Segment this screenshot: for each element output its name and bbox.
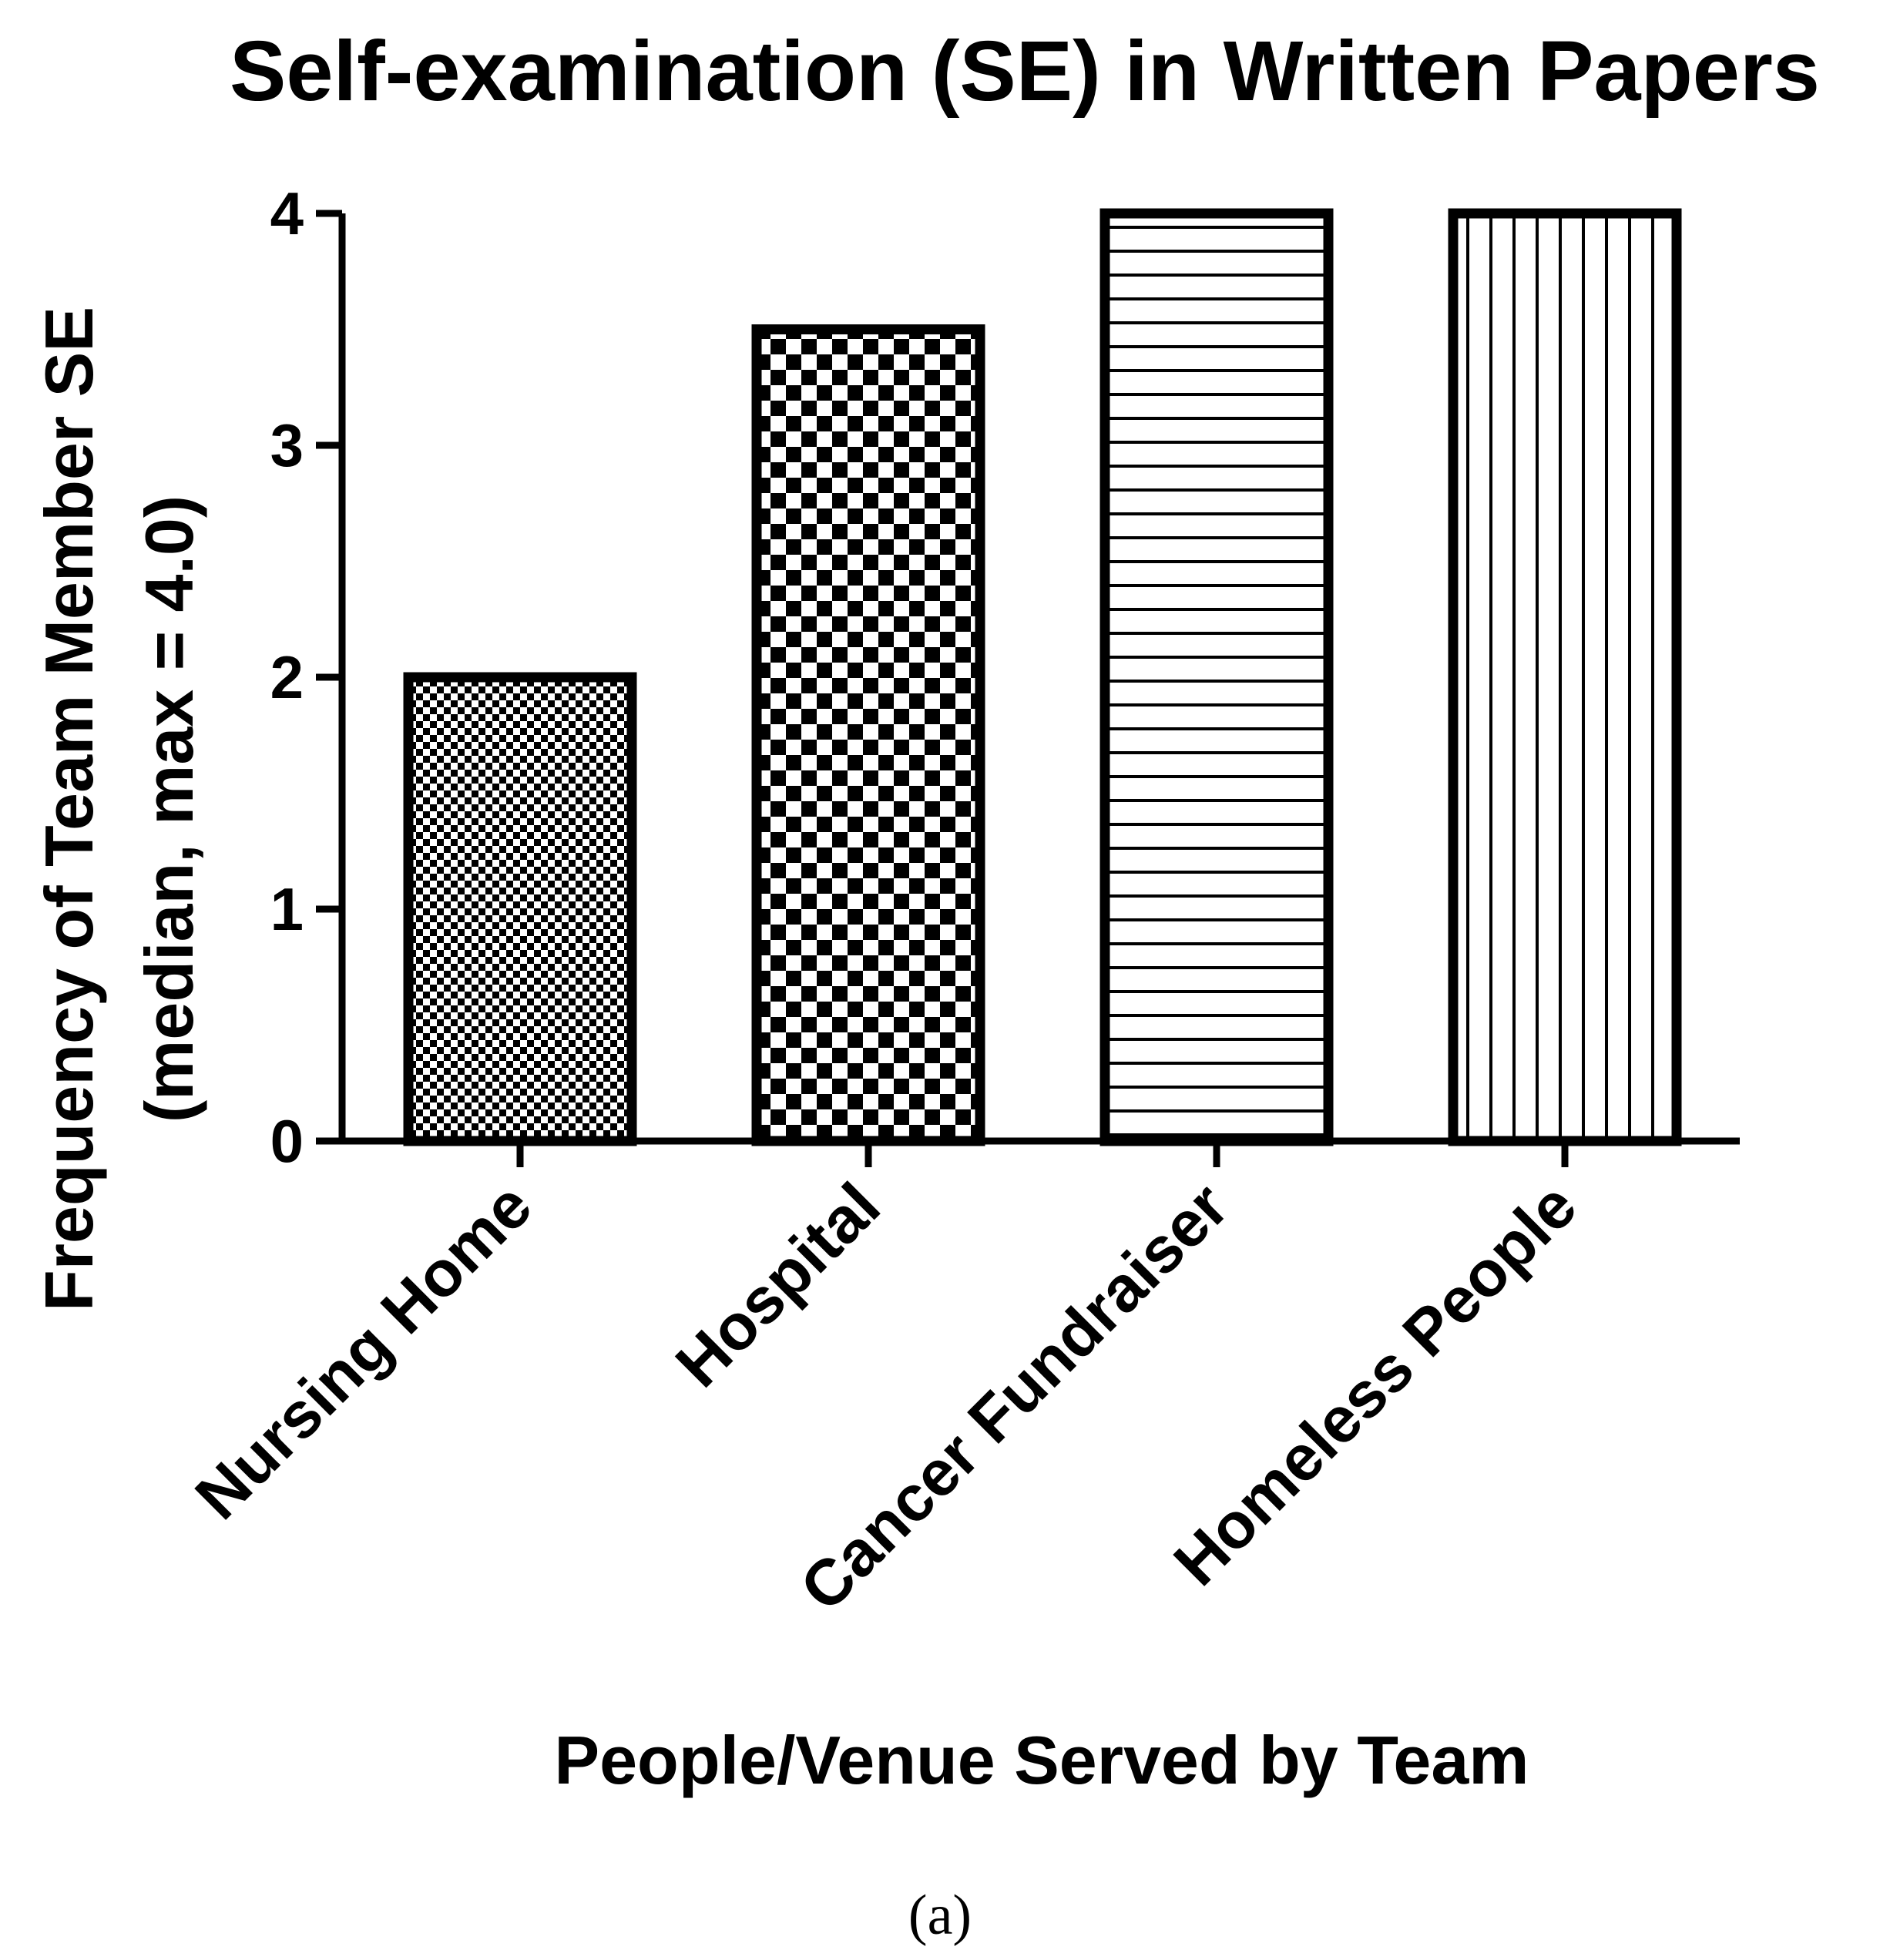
- chart-title: Self-examination (SE) in Written Papers: [230, 24, 1820, 119]
- bars: [403, 208, 1682, 1146]
- x-category-label: Nursing Home: [181, 1169, 545, 1532]
- x-axis-label: People/Venue Served by Team: [554, 1722, 1529, 1798]
- bar-homeless-people: [1448, 208, 1682, 1146]
- figure-caption: (a): [908, 1884, 972, 1947]
- y-axis-label-line1: Frequency of Team Member SE: [31, 307, 107, 1311]
- y-tick-label: 4: [270, 180, 304, 247]
- y-tick-label: 3: [270, 411, 304, 479]
- bar-hospital: [751, 324, 985, 1146]
- y-tick-label: 2: [270, 643, 304, 711]
- y-ticks: 0 1 2 3 4: [270, 180, 342, 1175]
- bar-nursing-home: [403, 672, 637, 1146]
- y-tick-label: 0: [270, 1107, 304, 1175]
- y-axis-label-line2: (median, max = 4.0): [131, 495, 207, 1123]
- y-axis-label: Frequency of Team Member SE (median, max…: [31, 307, 207, 1311]
- x-category-label: Hospital: [662, 1169, 894, 1401]
- bar-cancer-fundraiser: [1099, 208, 1334, 1146]
- y-tick-label: 1: [270, 875, 304, 943]
